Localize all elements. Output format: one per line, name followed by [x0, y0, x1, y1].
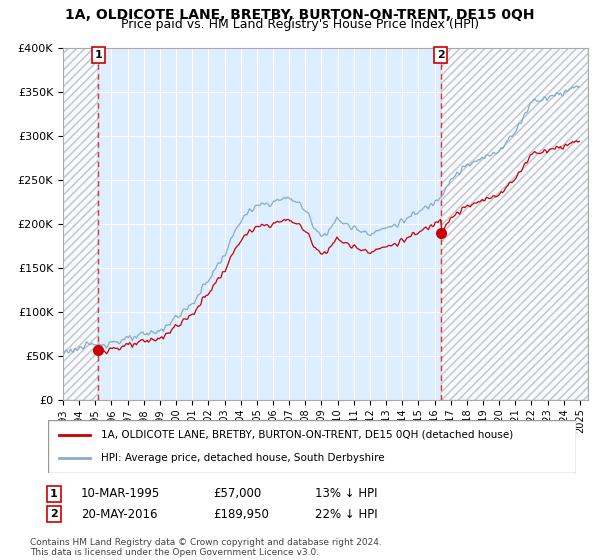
- Text: 1A, OLDICOTE LANE, BRETBY, BURTON-ON-TRENT, DE15 0QH: 1A, OLDICOTE LANE, BRETBY, BURTON-ON-TRE…: [65, 8, 535, 22]
- Bar: [63, 48, 98, 400]
- Text: £189,950: £189,950: [213, 507, 269, 521]
- Text: HPI: Average price, detached house, South Derbyshire: HPI: Average price, detached house, Sout…: [101, 453, 385, 463]
- Text: 1: 1: [50, 489, 58, 499]
- Text: 1: 1: [95, 50, 102, 60]
- Text: 2: 2: [437, 50, 445, 60]
- Text: 10-MAR-1995: 10-MAR-1995: [81, 487, 160, 501]
- Text: £57,000: £57,000: [213, 487, 261, 501]
- Text: 22% ↓ HPI: 22% ↓ HPI: [315, 507, 377, 521]
- Bar: [440, 48, 588, 400]
- Text: 1A, OLDICOTE LANE, BRETBY, BURTON-ON-TRENT, DE15 0QH (detached house): 1A, OLDICOTE LANE, BRETBY, BURTON-ON-TRE…: [101, 430, 513, 440]
- Text: Contains HM Land Registry data © Crown copyright and database right 2024.
This d: Contains HM Land Registry data © Crown c…: [30, 538, 382, 557]
- Text: 2: 2: [50, 509, 58, 519]
- Text: 20-MAY-2016: 20-MAY-2016: [81, 507, 157, 521]
- Text: Price paid vs. HM Land Registry's House Price Index (HPI): Price paid vs. HM Land Registry's House …: [121, 18, 479, 31]
- Text: 13% ↓ HPI: 13% ↓ HPI: [315, 487, 377, 501]
